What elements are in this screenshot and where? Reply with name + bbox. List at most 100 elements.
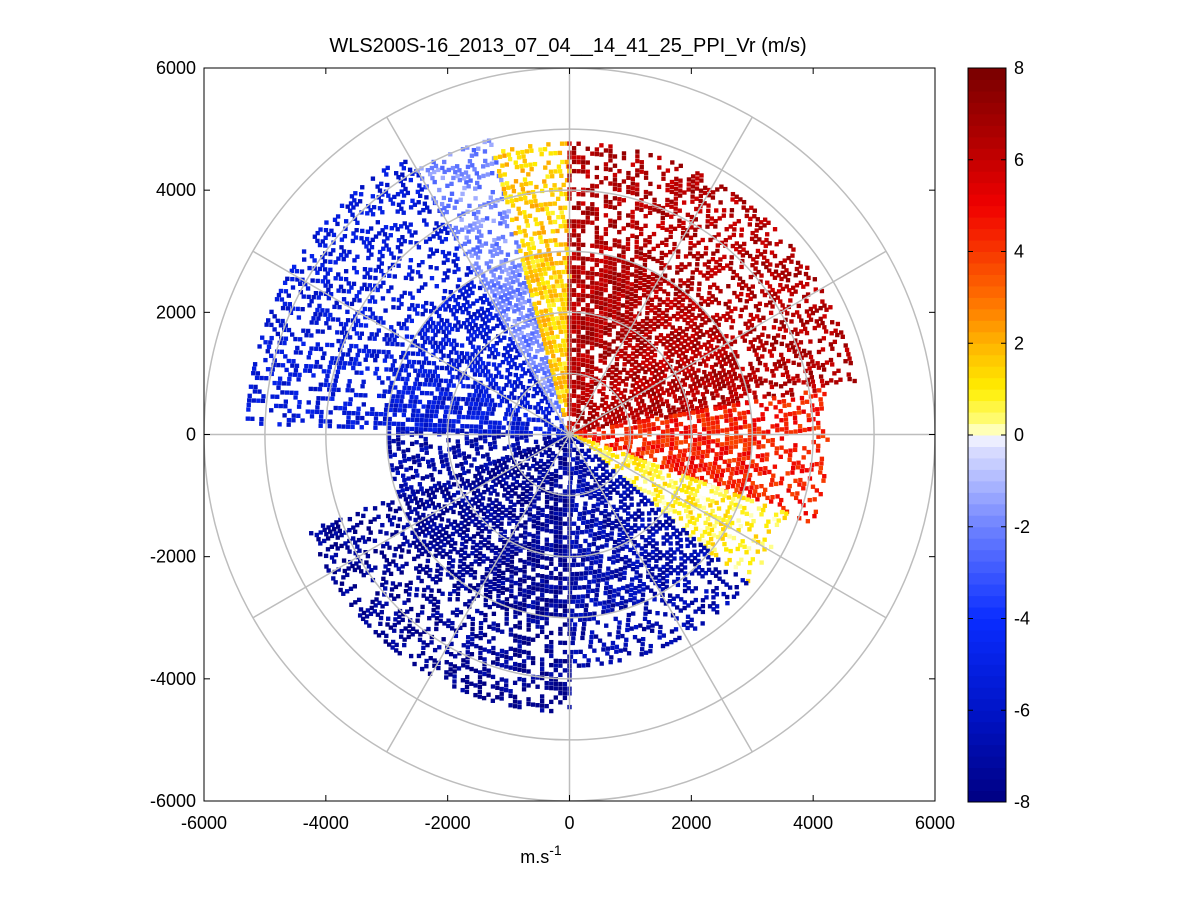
velocity-cell xyxy=(531,614,536,619)
velocity-cell xyxy=(580,390,586,396)
velocity-cell xyxy=(514,536,519,541)
velocity-cell xyxy=(526,561,532,566)
velocity-cell xyxy=(523,452,529,457)
velocity-cell xyxy=(389,587,395,592)
velocity-cell xyxy=(459,217,464,222)
velocity-cell xyxy=(500,359,506,365)
velocity-cell xyxy=(707,350,712,355)
velocity-cell xyxy=(297,372,302,378)
velocity-cell xyxy=(559,315,565,321)
velocity-cell xyxy=(372,336,377,341)
velocity-cell xyxy=(425,558,431,564)
velocity-cell xyxy=(389,325,394,330)
velocity-cell xyxy=(634,348,640,354)
velocity-cell xyxy=(603,231,609,237)
velocity-cell xyxy=(540,262,546,267)
velocity-cell xyxy=(734,246,739,252)
velocity-cell xyxy=(544,621,549,626)
velocity-cell xyxy=(460,536,466,541)
velocity-cell xyxy=(773,382,779,387)
velocity-cell xyxy=(690,333,695,339)
velocity-cell xyxy=(704,374,709,379)
velocity-cell xyxy=(373,416,379,421)
velocity-cell xyxy=(366,526,371,531)
velocity-cell xyxy=(515,384,520,389)
velocity-cell xyxy=(458,553,464,558)
velocity-cell xyxy=(449,181,454,187)
velocity-cell xyxy=(330,356,335,361)
velocity-cell xyxy=(485,398,490,403)
velocity-cell xyxy=(488,474,494,480)
velocity-cell xyxy=(377,206,383,211)
velocity-cell xyxy=(492,440,497,445)
velocity-cell xyxy=(517,662,522,668)
velocity-cell xyxy=(395,394,400,399)
velocity-cell xyxy=(465,506,470,511)
velocity-cell xyxy=(554,348,559,353)
velocity-cell xyxy=(485,369,491,374)
velocity-cell xyxy=(547,321,552,327)
velocity-cell xyxy=(431,462,436,467)
velocity-cell xyxy=(435,344,441,350)
velocity-cell xyxy=(318,541,323,546)
velocity-cell xyxy=(581,192,586,197)
velocity-cell xyxy=(643,204,648,209)
velocity-cell xyxy=(477,285,483,291)
velocity-cell xyxy=(728,315,733,320)
velocity-cell xyxy=(472,364,478,369)
velocity-cell xyxy=(564,265,570,270)
velocity-cell xyxy=(562,549,568,554)
velocity-cell xyxy=(544,537,549,542)
velocity-cell xyxy=(259,375,264,381)
velocity-cell xyxy=(621,394,627,399)
velocity-cell xyxy=(476,384,481,390)
velocity-cell xyxy=(498,338,503,343)
velocity-cell xyxy=(657,297,663,302)
velocity-cell xyxy=(344,301,350,306)
velocity-cell xyxy=(511,188,517,194)
velocity-cell xyxy=(336,338,341,344)
velocity-cell xyxy=(474,548,479,553)
velocity-cell xyxy=(278,288,284,294)
velocity-cell xyxy=(644,357,650,363)
velocity-cell xyxy=(688,240,693,246)
velocity-cell xyxy=(436,321,441,326)
velocity-cell xyxy=(695,256,700,262)
velocity-cell xyxy=(381,576,386,581)
velocity-cell xyxy=(391,438,396,444)
velocity-cell xyxy=(478,424,483,429)
velocity-cell xyxy=(527,246,532,251)
velocity-cell xyxy=(504,162,509,167)
velocity-cell xyxy=(325,536,331,541)
velocity-cell xyxy=(510,466,515,471)
velocity-cell xyxy=(384,367,389,372)
velocity-cell xyxy=(719,364,724,369)
velocity-cell xyxy=(416,245,422,250)
velocity-cell xyxy=(492,247,497,253)
velocity-cell xyxy=(528,144,533,149)
velocity-cell xyxy=(488,446,493,451)
velocity-cell xyxy=(608,199,613,205)
velocity-cell xyxy=(549,662,554,668)
velocity-cell xyxy=(469,401,474,407)
velocity-cell xyxy=(505,367,510,373)
velocity-cell xyxy=(486,534,492,540)
velocity-cell xyxy=(407,586,413,591)
velocity-cell xyxy=(331,240,336,245)
velocity-cell xyxy=(441,260,447,265)
velocity-cell xyxy=(517,667,522,672)
velocity-cell xyxy=(387,445,392,450)
velocity-cell xyxy=(523,520,528,525)
velocity-cell xyxy=(649,308,654,313)
velocity-cell xyxy=(483,617,488,623)
velocity-cell xyxy=(517,416,522,422)
velocity-cell xyxy=(674,286,679,291)
velocity-cell xyxy=(585,307,590,313)
velocity-cell xyxy=(462,470,467,476)
velocity-cell xyxy=(511,289,516,294)
velocity-cell xyxy=(647,205,653,211)
velocity-cell xyxy=(420,343,425,349)
velocity-cell xyxy=(625,300,630,305)
velocity-cell xyxy=(535,409,541,414)
velocity-cell xyxy=(481,327,487,333)
